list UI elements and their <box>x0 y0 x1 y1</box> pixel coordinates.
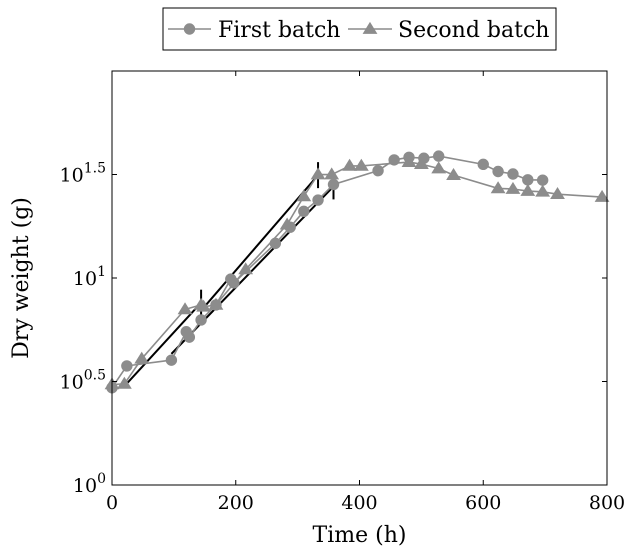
data-point <box>536 174 549 186</box>
data-point <box>522 174 534 186</box>
plot-frame <box>111 70 608 486</box>
data-point <box>594 189 610 202</box>
series-2 <box>104 154 610 390</box>
legend-marker <box>183 23 196 35</box>
data-point <box>269 237 282 250</box>
fit-line <box>123 301 202 387</box>
data-point <box>477 158 489 171</box>
legend-label: First batch <box>218 18 340 43</box>
legend-entry: Second batch <box>348 18 549 43</box>
y-tick-label: 100.5 <box>60 368 106 394</box>
data-point <box>310 167 326 180</box>
data-point <box>165 354 178 366</box>
data-point <box>134 351 150 364</box>
y-axis-label: Dry weight (g) <box>9 197 34 359</box>
data-point <box>324 167 340 180</box>
x-axis-label: Time (h) <box>313 523 407 548</box>
series-line <box>111 155 543 389</box>
data-point <box>490 181 506 194</box>
data-point <box>296 189 312 202</box>
data-point <box>401 154 417 167</box>
y-tick-label: 101 <box>73 264 106 290</box>
data-point <box>177 302 193 315</box>
x-tick-label: 800 <box>589 492 625 514</box>
legend-entry: First batch <box>168 18 340 43</box>
data-point <box>372 164 384 177</box>
data-point <box>298 205 310 218</box>
data-point <box>535 184 551 197</box>
data-point <box>507 168 519 180</box>
data-point <box>353 158 369 171</box>
data-point <box>327 178 340 191</box>
x-tick-label: 200 <box>218 492 254 514</box>
data-point <box>492 165 504 178</box>
series-1 <box>106 150 549 394</box>
data-point <box>312 194 324 206</box>
legend-label: Second batch <box>398 18 549 43</box>
data-point <box>505 181 521 194</box>
legend-items: First batch Second batch <box>168 18 549 43</box>
y-tick-label: 101.5 <box>60 161 106 187</box>
x-tick-label: 0 <box>106 492 118 514</box>
series-layer <box>104 150 610 394</box>
ticks-layer: 0 200 400 600 800 100 100.5 101 101.5 <box>60 71 625 514</box>
data-point <box>238 262 254 275</box>
data-point <box>195 314 207 326</box>
data-point <box>446 167 461 180</box>
data-point <box>279 217 295 230</box>
data-point <box>431 161 447 174</box>
data-point <box>550 187 565 200</box>
data-point <box>208 297 224 310</box>
data-point <box>121 360 133 372</box>
data-point <box>116 376 132 389</box>
data-point <box>342 158 358 171</box>
data-point <box>413 156 429 169</box>
y-tick-label: 100 <box>73 471 106 497</box>
data-point <box>433 150 445 162</box>
x-tick-label: 600 <box>465 492 501 514</box>
x-tick-label: 400 <box>341 492 377 514</box>
data-point <box>520 183 536 196</box>
data-point <box>183 331 196 343</box>
data-point <box>196 299 211 312</box>
legend-marker <box>362 21 378 34</box>
legend: First batch Second batch <box>162 7 557 51</box>
